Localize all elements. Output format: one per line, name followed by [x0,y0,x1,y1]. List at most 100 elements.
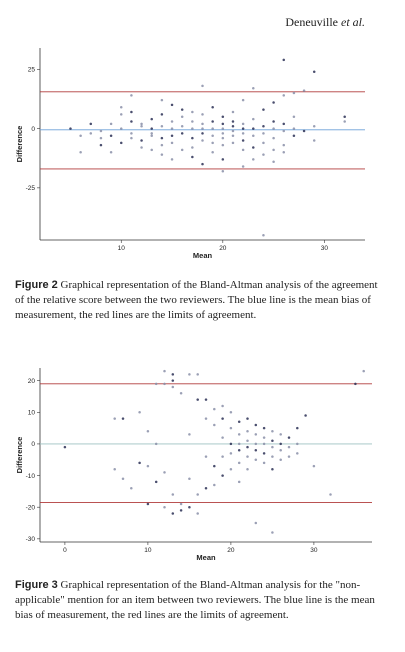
data-point [213,464,216,468]
data-point [241,165,245,168]
data-point [163,471,166,474]
data-point [121,417,125,420]
data-point [231,141,235,145]
data-point [262,108,265,111]
data-point [180,115,184,118]
data-point [171,379,175,382]
header-author: Deneuville [285,15,338,29]
data-point [282,122,285,126]
data-point [221,143,225,147]
data-point [188,433,191,436]
data-point [272,120,275,123]
data-point [191,136,194,140]
data-point [296,426,299,430]
data-point [201,84,204,88]
data-point [237,420,241,424]
data-point [180,108,184,111]
data-point [188,505,191,509]
data-point [246,467,249,471]
data-point [120,141,123,145]
data-point [150,132,153,135]
y-axis-title: Difference [15,437,24,474]
data-point [204,417,208,420]
data-point [211,127,214,130]
data-point [329,493,332,496]
data-point [120,127,123,130]
data-point [302,89,306,92]
data-point [79,151,82,154]
data-point [180,124,184,128]
data-point [282,129,285,133]
data-point [262,132,265,135]
data-point [296,442,299,446]
data-point [241,98,245,102]
data-point [89,122,93,126]
data-point [262,141,265,145]
data-point [287,455,291,458]
data-point [211,151,214,154]
data-point [272,160,275,164]
data-point [241,148,245,152]
data-point [204,455,208,458]
data-point [150,148,153,152]
data-point [140,146,143,149]
data-point [160,124,164,128]
data-point [130,486,133,490]
data-point [262,124,265,128]
data-point [109,151,113,154]
data-point [99,129,103,133]
data-point [271,430,274,433]
x-tick-label: 20 [227,547,235,554]
data-point [287,436,291,439]
data-point [252,134,255,137]
figure-3-chart: 20 10 0 -10 -20 -30 0 10 20 30 Mean Difference [15,368,372,562]
data-point [312,124,316,128]
data-point [196,493,199,496]
data-point [191,146,194,149]
data-point [160,136,164,140]
data-point [262,442,266,446]
data-point [180,132,184,135]
data-point [191,127,194,130]
data-point [312,70,316,73]
data-point [312,464,316,468]
data-point [211,106,214,109]
data-point [213,423,216,427]
data-point [272,127,275,130]
data-point [296,452,299,455]
data-point [241,127,245,130]
figure-2-caption: Figure 2 Graphical representation of the… [15,278,380,323]
data-point [262,461,266,465]
y-tick-label: -20 [26,505,36,512]
data-point [237,442,241,446]
y-tick-label: 0 [31,126,35,133]
y-tick-label: 25 [28,67,36,74]
data-point [221,474,224,477]
y-tick-label: 20 [28,378,36,385]
data-point [146,502,150,506]
data-point [229,442,233,446]
data-point [282,58,285,62]
figure-2-caption-text: Graphical representation of the Bland-Al… [15,279,378,321]
data-point [252,158,255,161]
data-point [221,417,224,420]
data-point [99,136,103,140]
data-point [271,467,274,471]
data-point [204,486,208,490]
data-point [196,373,199,376]
data-point [279,442,282,446]
data-point [213,483,216,487]
data-point [252,146,255,149]
data-point [221,136,225,140]
data-point [279,433,282,436]
data-point [120,113,123,116]
data-point [160,143,164,147]
data-point [262,452,266,455]
data-point [188,373,191,376]
data-point [213,407,216,411]
data-point [170,127,174,130]
figure-3-caption: Figure 3 Graphical representation of the… [15,578,380,623]
y-tick-label: -10 [26,473,36,480]
data-point [254,521,258,525]
data-point [170,103,174,107]
